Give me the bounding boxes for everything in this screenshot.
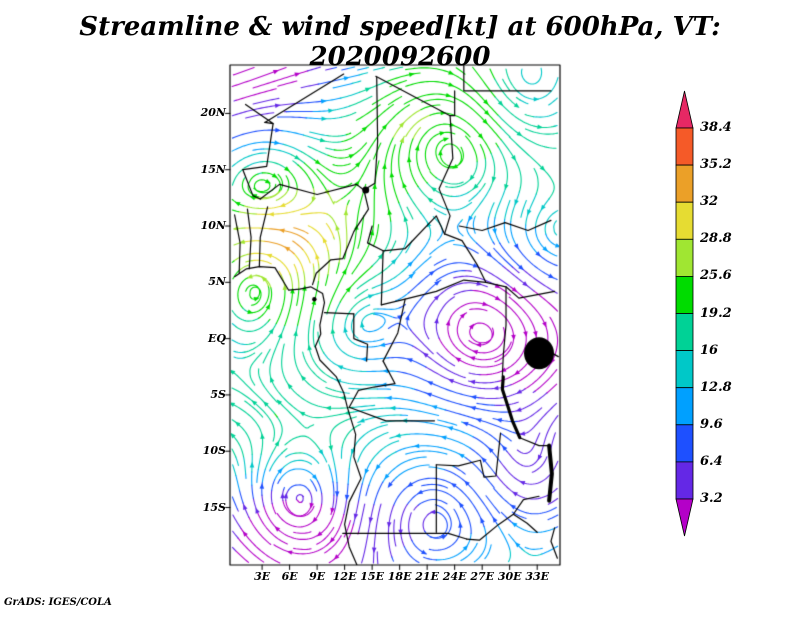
colorbar-segment bbox=[675, 238, 694, 277]
grads-credit: GrADS: IGES/COLA bbox=[4, 597, 112, 608]
y-tick-label: 10S bbox=[202, 444, 226, 458]
colorbar-tick-label: 35.2 bbox=[700, 157, 732, 173]
colorbar-tick-label: 3.2 bbox=[700, 491, 723, 506]
colorbar-tick-label: 9.6 bbox=[700, 416, 723, 432]
x-tick-label: 3E bbox=[254, 570, 271, 583]
colorbar-segment bbox=[675, 164, 694, 203]
x-tick-label: 24E bbox=[442, 570, 467, 583]
colorbar-tick-label: 19.2 bbox=[700, 305, 732, 321]
y-tick-label: 15N bbox=[200, 162, 226, 176]
colorbar-bottom-arrow bbox=[675, 498, 694, 537]
colorbar-top-arrow bbox=[675, 90, 694, 129]
colorbar-segment bbox=[675, 387, 694, 426]
y-tick-label: 20N bbox=[200, 106, 226, 120]
colorbar-tick-label: 12.8 bbox=[700, 379, 732, 395]
y-tick-label: 10N bbox=[200, 219, 226, 233]
chart-title: Streamline & wind speed[kt] at 600hPa, V… bbox=[79, 12, 721, 72]
colorbar-segment bbox=[675, 127, 694, 166]
colorbar-segment bbox=[675, 424, 694, 463]
colorbar-segment bbox=[675, 275, 694, 314]
y-tick-label: EQ bbox=[208, 331, 226, 345]
x-tick-label: 33E bbox=[525, 570, 550, 583]
x-tick-label: 21E bbox=[415, 570, 439, 583]
colorbar-tick-label: 32 bbox=[700, 194, 719, 210]
y-tick-label: 5N bbox=[208, 275, 226, 289]
colorbar-tick-label: 25.6 bbox=[700, 268, 732, 284]
colorbar-tick-label: 38.4 bbox=[700, 120, 732, 135]
colorbar bbox=[675, 90, 694, 537]
colorbar-segment bbox=[675, 350, 694, 389]
colorbar-segment bbox=[675, 313, 694, 351]
y-tick-label: 5S bbox=[210, 387, 226, 401]
x-tick-label: 30E bbox=[497, 570, 522, 583]
colorbar-tick-label: 6.4 bbox=[700, 453, 723, 469]
x-tick-label: 9E bbox=[309, 570, 326, 583]
x-tick-label: 12E bbox=[332, 570, 357, 583]
x-tick-label: 15E bbox=[360, 570, 384, 583]
x-tick-label: 27E bbox=[470, 570, 495, 583]
colorbar-segment bbox=[675, 201, 694, 240]
colorbar-tick-label: 28.8 bbox=[700, 231, 732, 247]
colorbar-tick-label: 16 bbox=[700, 342, 719, 358]
x-tick-label: 18E bbox=[387, 570, 412, 583]
y-tick-label: 15S bbox=[202, 500, 226, 514]
colorbar-segment bbox=[675, 461, 694, 500]
x-tick-label: 6E bbox=[281, 570, 298, 583]
